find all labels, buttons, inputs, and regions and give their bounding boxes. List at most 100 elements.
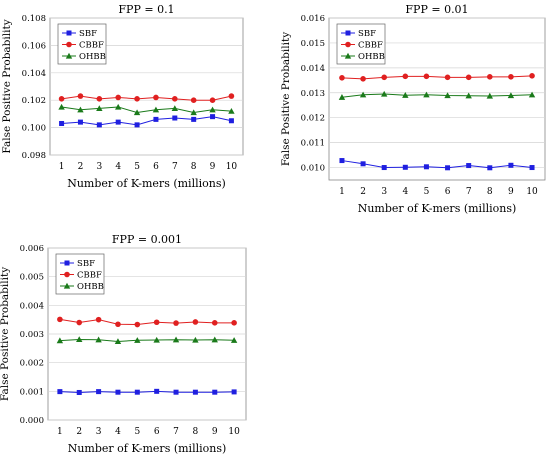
data-point-sbf bbox=[59, 120, 65, 126]
legend-label: CBBF bbox=[79, 41, 104, 51]
data-point-ohbb bbox=[192, 336, 199, 343]
x-tick-label: 6 bbox=[445, 187, 451, 197]
y-tick-label: 0.108 bbox=[22, 14, 46, 24]
data-point-sbf bbox=[360, 161, 366, 167]
chart-fpp-0-001: 0.000 0.001 0.002 0.003 0.004 0.005 0.006 1 2 3 4 5… bbox=[0, 233, 247, 455]
data-point-ohbb bbox=[171, 105, 179, 112]
y-tick-label: 0.102 bbox=[22, 96, 46, 106]
y-tick-label: 0.001 bbox=[20, 387, 44, 397]
y-axis-label: False Positive Probability bbox=[1, 19, 13, 153]
series-line-sbf bbox=[61, 116, 232, 126]
y-tick-label: 0.010 bbox=[301, 164, 325, 174]
chart-title: FPP = 0.01 bbox=[405, 3, 468, 16]
legend-label: SBF bbox=[77, 259, 95, 269]
data-point-cbbf bbox=[508, 74, 514, 80]
chart-title: FPP = 0.001 bbox=[112, 233, 182, 246]
data-point-ohbb bbox=[56, 337, 64, 344]
legend-label: SBF bbox=[79, 29, 97, 39]
legend-label: OHBB bbox=[79, 52, 106, 62]
data-point-sbf bbox=[134, 122, 140, 128]
data-point-sbf bbox=[402, 164, 408, 170]
chart-title: FPP = 0.1 bbox=[118, 3, 174, 16]
data-point-sbf bbox=[423, 164, 429, 170]
data-point-ohbb bbox=[172, 336, 180, 343]
x-tick-label: 2 bbox=[76, 427, 82, 437]
x-tick-label: 9 bbox=[210, 162, 216, 172]
legend-label: CBBF bbox=[77, 271, 102, 281]
x-tick-label: 7 bbox=[466, 187, 472, 197]
data-point-cbbf bbox=[115, 94, 121, 101]
y-tick-label: 0.003 bbox=[20, 330, 44, 340]
data-point-ohbb bbox=[359, 91, 367, 98]
x-tick-label: 10 bbox=[228, 427, 240, 437]
data-point-sbf bbox=[115, 119, 121, 125]
data-point-sbf bbox=[115, 389, 121, 395]
data-point-cbbf bbox=[77, 93, 84, 99]
data-point-sbf bbox=[445, 165, 451, 171]
data-point-cbbf bbox=[96, 96, 103, 102]
data-point-ohbb bbox=[95, 336, 102, 343]
x-tick-label: 1 bbox=[59, 162, 65, 172]
x-axis-label: Number of K-mers (millions) bbox=[68, 442, 227, 455]
data-point-sbf bbox=[96, 389, 102, 395]
data-point-cbbf bbox=[153, 319, 160, 326]
legend-label: CBBF bbox=[358, 41, 383, 51]
y-tick-label: 0.012 bbox=[301, 114, 325, 124]
y-axis-label: False Positive Probability bbox=[0, 267, 11, 401]
x-tick-label: 9 bbox=[508, 187, 514, 197]
x-tick-label: 10 bbox=[226, 162, 238, 172]
series-line-ohbb bbox=[59, 338, 235, 342]
x-tick-label: 7 bbox=[173, 427, 179, 437]
data-point-ohbb bbox=[133, 109, 141, 116]
legend-marker-ohbb bbox=[63, 282, 71, 289]
y-tick-label: 0.006 bbox=[20, 244, 44, 254]
y-axis-label: False Positive Probability bbox=[280, 32, 292, 166]
data-point-cbbf bbox=[192, 319, 199, 325]
data-point-ohbb bbox=[402, 92, 409, 98]
data-point-sbf bbox=[154, 388, 160, 394]
y-tick-label: 0.015 bbox=[301, 39, 325, 49]
data-point-ohbb bbox=[211, 336, 218, 343]
data-point-cbbf bbox=[402, 73, 409, 80]
data-point-ohbb bbox=[486, 92, 493, 99]
data-point-ohbb bbox=[381, 90, 388, 97]
legend-marker-ohbb bbox=[65, 52, 73, 59]
data-point-sbf bbox=[487, 165, 493, 171]
legend-marker-cbbf bbox=[64, 271, 70, 278]
legend-marker-ohbb bbox=[344, 52, 352, 59]
x-tick-label: 5 bbox=[134, 162, 140, 172]
data-point-sbf bbox=[76, 389, 82, 395]
data-point-sbf bbox=[153, 116, 159, 122]
x-tick-label: 3 bbox=[381, 187, 387, 197]
y-tick-label: 0.004 bbox=[20, 301, 44, 311]
x-tick-label: 4 bbox=[115, 162, 121, 172]
data-point-ohbb bbox=[507, 92, 515, 99]
data-point-sbf bbox=[77, 119, 83, 125]
x-tick-label: 6 bbox=[153, 162, 159, 172]
y-tick-label: 0.014 bbox=[301, 64, 325, 74]
legend-label: OHBB bbox=[77, 282, 104, 292]
chart-fpp-0-01: 0.010 0.011 0.012 0.013 0.014 0.015 0.016 1 2 3 4 5… bbox=[280, 3, 546, 215]
series-line-sbf bbox=[341, 160, 533, 169]
data-point-ohbb bbox=[96, 105, 103, 112]
data-point-cbbf bbox=[134, 321, 141, 328]
y-tick-label: 0.016 bbox=[301, 14, 325, 24]
data-point-sbf bbox=[191, 116, 197, 122]
y-tick-label: 0.013 bbox=[301, 89, 325, 99]
legend-label: OHBB bbox=[358, 52, 385, 62]
data-point-ohbb bbox=[230, 337, 238, 343]
data-point-sbf bbox=[339, 158, 345, 164]
y-tick-label: 0.000 bbox=[20, 416, 44, 426]
legend-marker-cbbf bbox=[345, 41, 351, 48]
legend-marker-sbf bbox=[66, 30, 72, 36]
data-point-ohbb bbox=[58, 103, 65, 110]
chart-group: 0.098 0.100 0.102 0.104 0.106 0.108 1 2 3 4 5 6 7 8 9 1… bbox=[1, 3, 244, 190]
data-point-cbbf bbox=[153, 94, 159, 101]
data-point-ohbb bbox=[114, 103, 122, 110]
data-point-ohbb bbox=[338, 94, 346, 100]
series-line-ohbb bbox=[61, 106, 232, 114]
data-point-cbbf bbox=[228, 93, 235, 99]
data-point-ohbb bbox=[114, 338, 122, 345]
series-line-cbbf bbox=[59, 318, 235, 326]
data-point-cbbf bbox=[172, 96, 178, 102]
